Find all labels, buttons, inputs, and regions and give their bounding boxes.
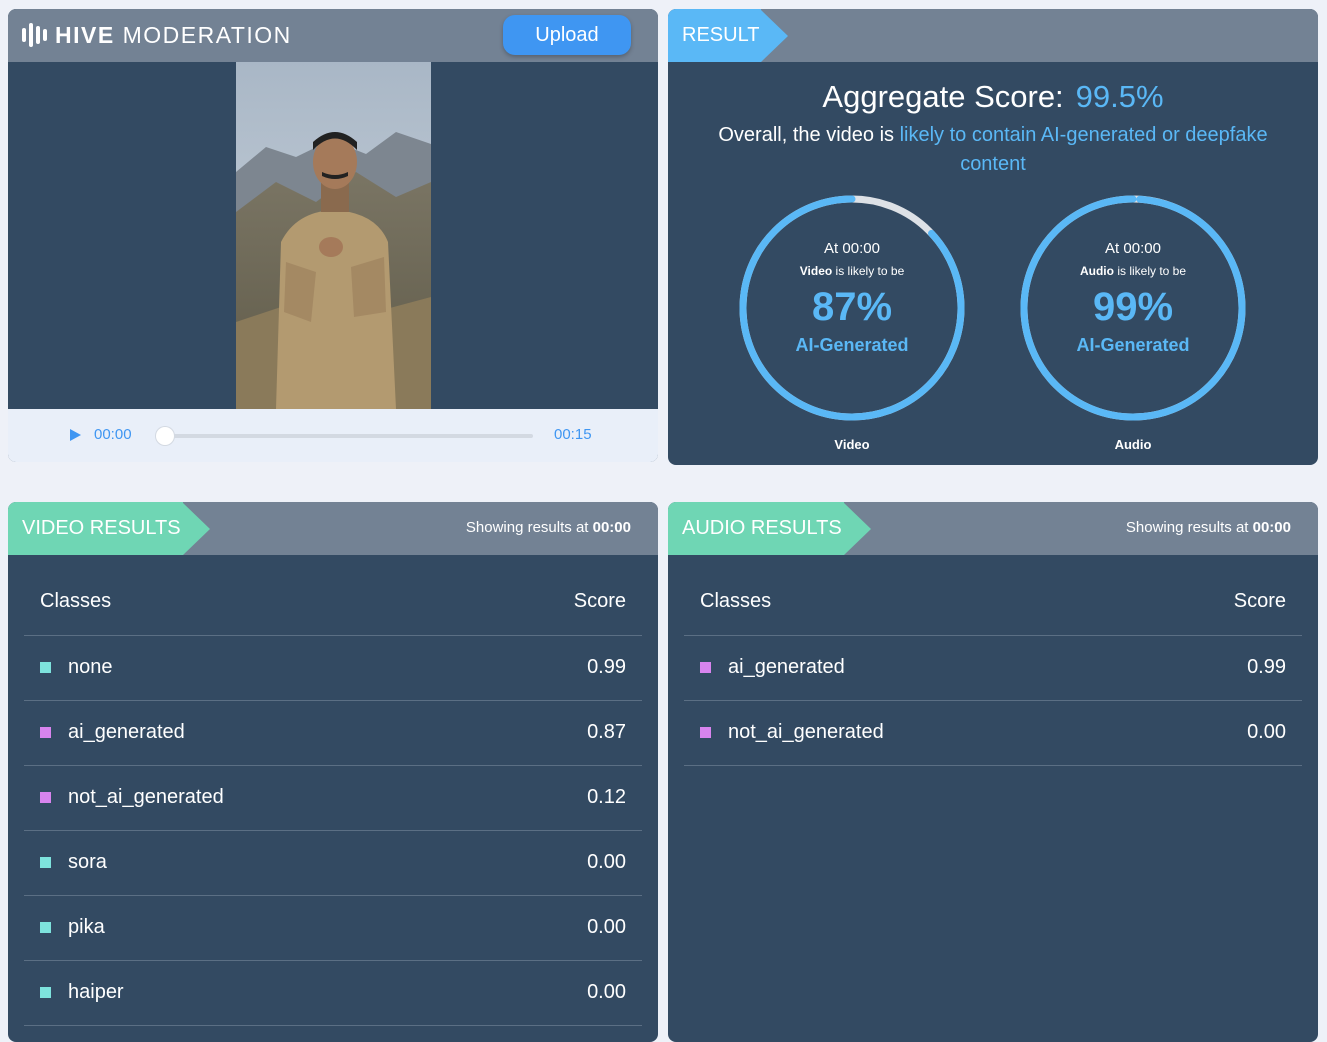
audio-results-table: Classes Score ai_generated 0.99 not_ai_gen…: [684, 555, 1302, 766]
overall-highlight: likely to contain AI-generated or deepfa…: [899, 124, 1268, 175]
seek-handle[interactable]: [156, 427, 174, 445]
brand-bold: HIVE: [55, 21, 115, 48]
current-time: 00:00: [94, 426, 132, 443]
table-row: not_ai_generated 0.12: [24, 766, 642, 831]
table-row: sora 0.00: [24, 831, 642, 896]
class-name: sora: [68, 851, 107, 873]
audio-results-tab: AUDIO RESULTS: [668, 502, 871, 555]
audio-gauge-likely: Audio is likely to be: [1079, 264, 1187, 278]
class-name: ai_generated: [68, 721, 185, 743]
aggregate-label: Aggregate Score:: [822, 79, 1064, 114]
hive-logo-icon: [22, 23, 47, 47]
duration: 00:15: [554, 426, 592, 443]
table-row: ai_generated 0.99: [684, 636, 1302, 701]
video-results-table: Classes Score none 0.99 ai_generated 0.87 no…: [24, 555, 642, 1026]
table-row: none 0.99: [24, 636, 642, 701]
video-results-tab-arrow: [182, 502, 210, 555]
class-score: 0.87: [587, 721, 626, 743]
class-score: 0.99: [587, 656, 626, 678]
audio-results-tab-label: AUDIO RESULTS: [668, 502, 844, 555]
video-results-panel: VIDEO RESULTS Showing results at 00:00 C…: [8, 502, 658, 1042]
video-results-header: VIDEO RESULTS Showing results at 00:00: [8, 502, 658, 555]
score-column-header: Score: [573, 590, 626, 612]
video-gauge-label: AI-Generated: [795, 335, 909, 355]
table-row: haiper 0.00: [24, 961, 642, 1026]
table-header: Classes Score: [684, 555, 1302, 636]
audio-gauge-caption: Audio: [1114, 437, 1152, 452]
video-gauge: At 00:00 Video is likely to be 87% AI-Ge…: [737, 193, 967, 452]
table-row: ai_generated 0.87: [24, 701, 642, 766]
audio-gauge-time: At 00:00: [1105, 240, 1161, 257]
class-score: 0.00: [587, 916, 626, 938]
hive-logo: HIVE MODERATION: [22, 21, 292, 49]
audio-results-tab-arrow: [843, 502, 871, 555]
score-column-header: Score: [1233, 590, 1286, 612]
class-name: none: [68, 656, 113, 678]
class-name: ai_generated: [728, 656, 845, 678]
audio-gauge-label: AI-Generated: [1076, 335, 1190, 355]
table-row: not_ai_generated 0.00: [684, 701, 1302, 766]
result-tab-arrow: [761, 9, 789, 62]
player-header: HIVE MODERATION Upload: [8, 9, 658, 62]
result-tab: RESULT: [668, 9, 789, 62]
class-color-swatch: [40, 987, 51, 998]
video-frame[interactable]: [236, 62, 431, 409]
video-display[interactable]: [8, 62, 658, 409]
class-name: not_ai_generated: [728, 721, 884, 743]
audio-showing-results: Showing results at 00:00: [1125, 519, 1291, 536]
video-gauge-time: At 00:00: [824, 240, 880, 257]
overall-summary: Overall, the video is likely to contain …: [688, 121, 1298, 179]
result-panel: RESULT Aggregate Score: 99.5% Overall, th…: [668, 9, 1318, 465]
class-color-swatch: [40, 857, 51, 868]
video-results-tab-label: VIDEO RESULTS: [8, 502, 183, 555]
overall-prefix: Overall, the video is: [718, 124, 900, 146]
classes-column-header: Classes: [40, 590, 112, 612]
player-controls: 00:00 00:15: [8, 409, 658, 462]
audio-results-header: AUDIO RESULTS Showing results at 00:00: [668, 502, 1318, 555]
class-score: 0.99: [1247, 656, 1286, 678]
aggregate-score: Aggregate Score: 99.5%: [668, 79, 1318, 115]
video-results-tab: VIDEO RESULTS: [8, 502, 210, 555]
class-score: 0.00: [587, 981, 626, 1003]
aggregate-value: 99.5%: [1075, 79, 1164, 114]
result-tab-label: RESULT: [668, 9, 762, 62]
play-icon[interactable]: [70, 429, 81, 441]
audio-gauge: At 00:00 Audio is likely to be 99% AI-Ge…: [1018, 193, 1248, 452]
table-row: pika 0.00: [24, 896, 642, 961]
result-header: RESULT: [668, 9, 1318, 62]
brand-light: MODERATION: [122, 21, 292, 48]
audio-gauge-percent: 99%: [1092, 285, 1174, 329]
class-score: 0.00: [587, 851, 626, 873]
upload-button[interactable]: Upload: [503, 15, 631, 55]
table-header: Classes Score: [24, 555, 642, 636]
video-player-panel: HIVE MODERATION Upload: [8, 9, 658, 462]
audio-gauge-ring: [1020, 195, 1246, 421]
seek-bar[interactable]: [166, 434, 533, 438]
class-score: 0.00: [1247, 721, 1286, 743]
classes-column-header: Classes: [700, 590, 772, 612]
video-gauge-likely: Video is likely to be: [799, 264, 905, 278]
class-name: haiper: [68, 981, 124, 1003]
video-showing-results: Showing results at 00:00: [465, 519, 631, 536]
audio-results-panel: AUDIO RESULTS Showing results at 00:00 C…: [668, 502, 1318, 1042]
class-score: 0.12: [587, 786, 626, 808]
video-gauge-caption: Video: [834, 437, 870, 452]
video-gauge-percent: 87%: [811, 285, 893, 329]
class-color-swatch: [40, 792, 51, 803]
class-color-swatch: [40, 662, 51, 673]
class-name: pika: [68, 916, 105, 938]
video-gauge-ring: [739, 195, 965, 421]
video-thumbnail-image: [236, 62, 431, 409]
class-color-swatch: [40, 922, 51, 933]
class-color-swatch: [700, 727, 711, 738]
class-name: not_ai_generated: [68, 786, 224, 808]
class-color-swatch: [40, 727, 51, 738]
class-color-swatch: [700, 662, 711, 673]
